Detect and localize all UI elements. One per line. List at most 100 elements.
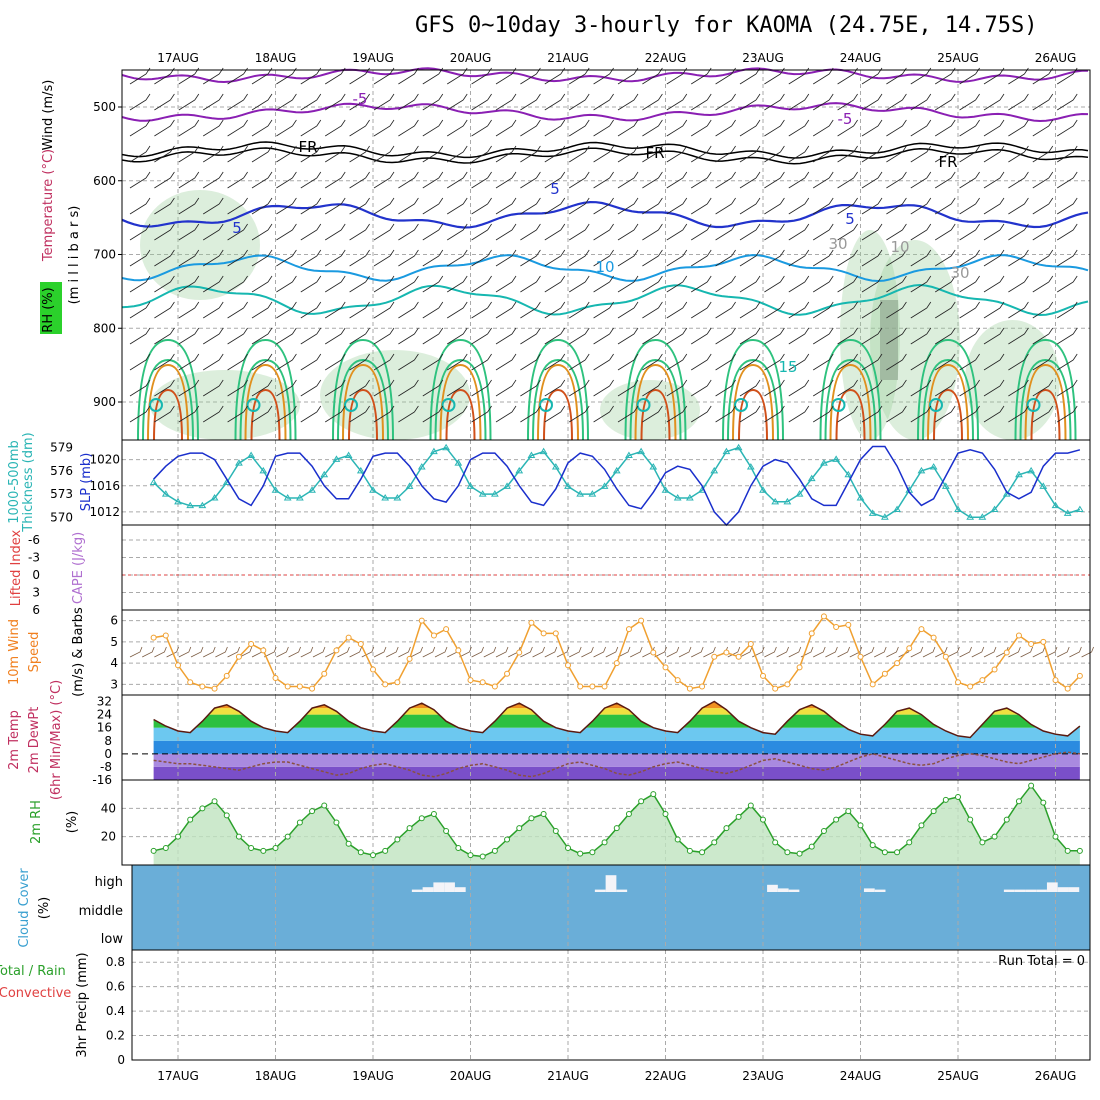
wind-barb xyxy=(1056,249,1078,267)
rh-shade xyxy=(870,240,960,440)
wind-speed-point xyxy=(894,660,901,667)
wind-barb xyxy=(764,145,785,163)
temp-band xyxy=(153,740,1080,754)
rh2m-point xyxy=(1040,799,1047,806)
wind-barb xyxy=(886,405,907,423)
p1-ytick: 900 xyxy=(93,395,116,409)
contour-lobe xyxy=(933,388,963,441)
cloud-bar xyxy=(777,888,789,892)
wind-barb xyxy=(910,327,932,345)
wind-barb xyxy=(300,379,322,397)
wind-barb xyxy=(227,379,248,397)
contour-ring xyxy=(1026,398,1041,412)
contour-lobe xyxy=(147,363,189,441)
rh2m-point xyxy=(565,845,571,851)
date-label-top: 19AUG xyxy=(352,51,394,65)
wind-barb xyxy=(251,405,273,423)
wind-speed-point xyxy=(479,679,486,686)
wind-barb xyxy=(520,197,541,215)
wind-barb xyxy=(202,301,224,319)
wind-speed-point xyxy=(418,617,425,624)
wind-barb xyxy=(788,197,810,215)
sfc-wind-barb xyxy=(1081,646,1094,658)
sfc-wind-barb xyxy=(166,646,179,658)
wind-barb xyxy=(593,93,614,111)
thickness-point xyxy=(332,455,341,462)
wind-barb xyxy=(934,197,956,215)
wind-barb xyxy=(642,67,663,85)
wind-barb xyxy=(471,327,492,345)
wind-barb xyxy=(251,119,273,137)
wind-barb xyxy=(544,405,566,423)
wind-barb xyxy=(886,197,907,215)
wind-barb xyxy=(690,93,712,111)
wind-barb xyxy=(1056,197,1078,215)
p5-ytick: 16 xyxy=(97,721,112,735)
wind-speed-point xyxy=(650,649,657,656)
wind-barb xyxy=(202,327,224,345)
wind-barb xyxy=(666,275,688,293)
contour-lobe xyxy=(634,363,677,441)
wind-barb xyxy=(373,249,395,267)
rh2m-point xyxy=(613,825,620,832)
contour-lobe xyxy=(917,338,979,441)
wind-barb xyxy=(764,327,785,345)
wind-barb xyxy=(446,93,468,111)
wind-barb xyxy=(300,275,322,293)
wind-barb xyxy=(837,405,858,423)
thickness-point xyxy=(978,513,987,520)
temp-band xyxy=(153,766,1080,780)
wind-barb xyxy=(1032,223,1054,241)
wind-barb xyxy=(324,249,346,267)
contour-lobe xyxy=(348,388,378,441)
wind-speed-point xyxy=(357,641,364,647)
thickness-point xyxy=(344,451,353,458)
wind-barb xyxy=(788,249,810,267)
wind-barb xyxy=(983,405,1005,423)
wind-barb xyxy=(666,327,688,345)
wind-barb xyxy=(251,223,273,241)
wind-barb xyxy=(910,353,932,371)
sfc-wind-barb xyxy=(825,646,838,658)
temp2m-line xyxy=(153,700,1081,739)
wind-barb xyxy=(1032,353,1054,371)
wind-barb xyxy=(227,405,248,423)
sfc-wind-barb xyxy=(459,646,472,658)
wind-barb xyxy=(324,327,346,345)
rh2m-point xyxy=(491,847,498,854)
wind-barb xyxy=(910,119,932,137)
cloud-bar xyxy=(411,889,423,892)
wind-speed-point xyxy=(248,641,255,647)
p6-ytick: 20 xyxy=(101,830,116,844)
wind-barb xyxy=(1056,353,1078,371)
wind-speed-point xyxy=(1003,649,1010,656)
wind-barb xyxy=(373,353,395,371)
thickness-point xyxy=(1051,501,1060,509)
wind-barb xyxy=(520,379,541,397)
wind-barb xyxy=(276,353,297,371)
wind-barb xyxy=(812,275,834,293)
wind-barb xyxy=(422,67,444,85)
rh2m-point xyxy=(272,845,279,851)
contour-lobe xyxy=(629,358,682,441)
contour-freezing-2 xyxy=(121,147,1089,165)
wind-barb xyxy=(568,93,590,111)
rh2m-point xyxy=(248,845,255,851)
wind-barb xyxy=(520,327,541,345)
panel-frame-p8 xyxy=(131,949,1091,1061)
thickness-point xyxy=(917,466,926,474)
p5-label-2: 2m DewPt xyxy=(27,707,42,774)
contour-lobe xyxy=(439,363,482,441)
wind-barb xyxy=(739,145,761,163)
rh2m-point xyxy=(296,819,303,826)
rh2m-point xyxy=(455,845,462,851)
wind-barb xyxy=(349,275,370,293)
wind-barb xyxy=(1032,119,1054,137)
wind-barb xyxy=(544,327,566,345)
contour-ring xyxy=(929,398,943,412)
wind-barb xyxy=(617,405,639,423)
date-label-bottom: 20AUG xyxy=(450,1069,492,1083)
wind-speed-point xyxy=(820,613,827,620)
wind-barb xyxy=(690,353,712,371)
